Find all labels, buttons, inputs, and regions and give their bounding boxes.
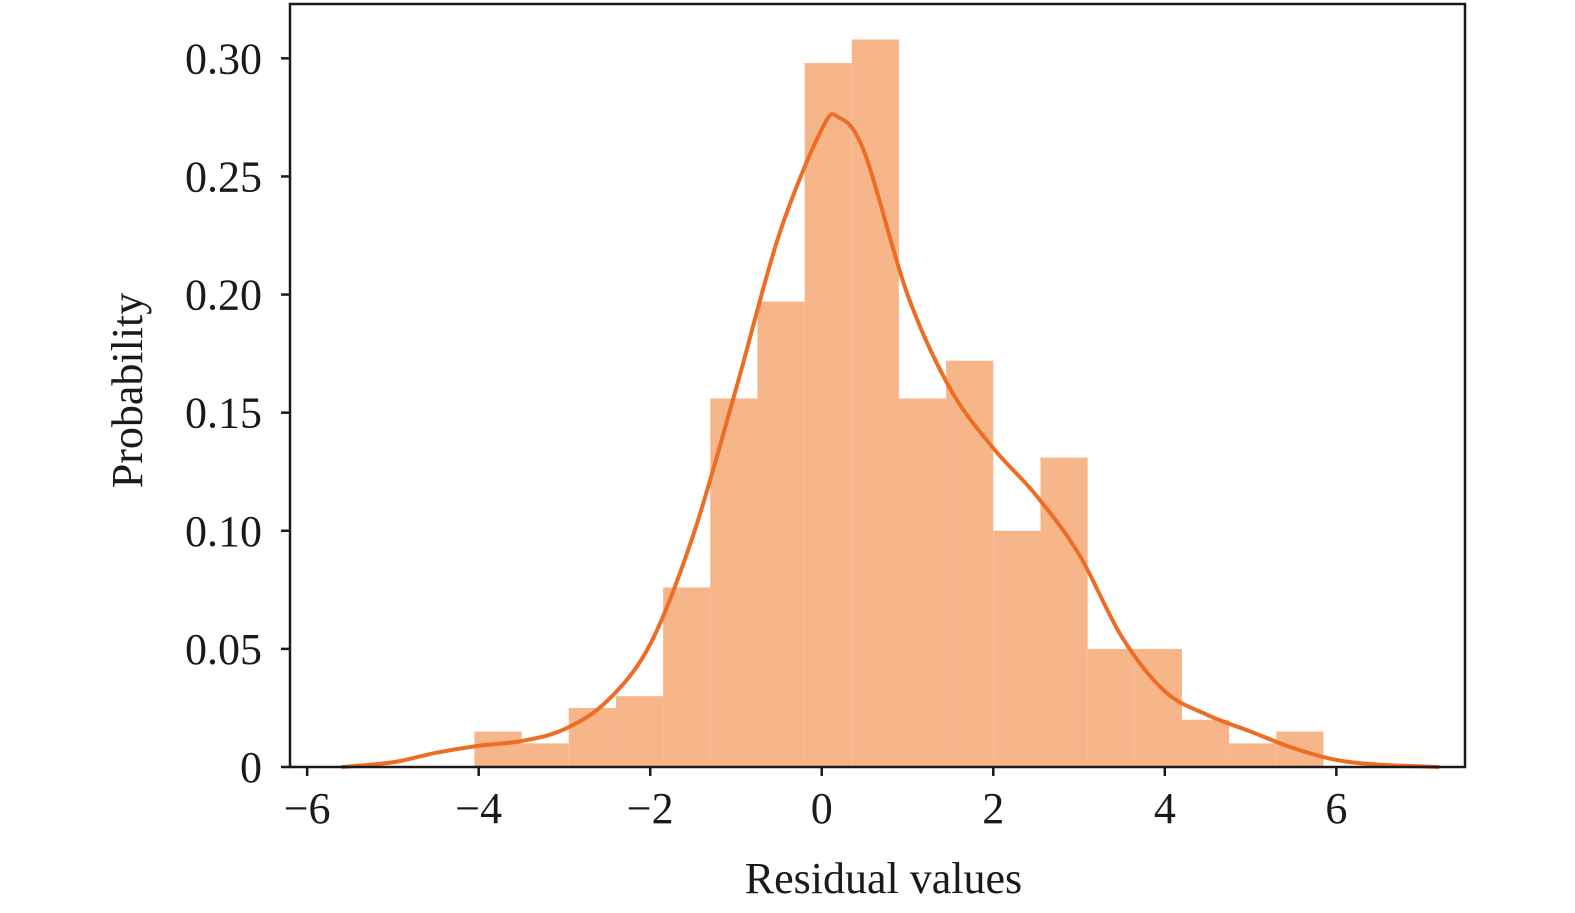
histogram-bar	[757, 301, 805, 767]
x-axis-title: Residual values	[745, 854, 1022, 903]
histogram-bar	[1181, 719, 1230, 767]
x-tick-label: 0	[811, 784, 833, 833]
histogram-bar	[521, 743, 569, 767]
histogram-bar	[1229, 743, 1277, 767]
histogram-bar	[615, 696, 664, 767]
histogram-bar	[946, 360, 994, 767]
y-tick-label: 0.25	[185, 152, 262, 201]
y-tick-label: 0.05	[185, 625, 262, 674]
y-tick-label: 0.20	[185, 271, 262, 320]
y-axis: 0 0.05 0.10 0.15 0.20 0.25 0.30	[185, 34, 290, 792]
x-tick-label: −4	[455, 784, 502, 833]
y-tick-label: 0.30	[185, 34, 262, 83]
x-tick-label: −2	[627, 784, 674, 833]
histogram-bar	[851, 39, 899, 768]
y-axis-title: Probability	[103, 293, 152, 489]
histogram-bar	[993, 530, 1041, 767]
histogram-bar	[804, 63, 852, 768]
kde-curve	[341, 112, 1440, 769]
histogram-bar	[1087, 648, 1135, 767]
histogram-bar	[1040, 457, 1088, 767]
x-tick-label: −6	[284, 784, 331, 833]
x-tick-label: 2	[982, 784, 1004, 833]
y-tick-label: 0.15	[185, 389, 262, 438]
histogram-bars	[474, 39, 1324, 768]
x-tick-label: 6	[1325, 784, 1347, 833]
histogram-bar	[898, 398, 947, 767]
y-tick-label: 0.10	[185, 507, 262, 556]
histogram-bar	[474, 731, 522, 767]
histogram-bar	[663, 587, 711, 767]
x-axis: −6 −4 −2 0 2 4 6	[284, 767, 1347, 833]
y-tick-label: 0	[240, 743, 262, 792]
histogram-bar	[568, 707, 616, 767]
kde-curve-layer	[341, 112, 1440, 769]
plot-frame	[288, 2, 1467, 769]
x-tick-label: 4	[1154, 784, 1176, 833]
histogram-bar	[710, 398, 758, 767]
